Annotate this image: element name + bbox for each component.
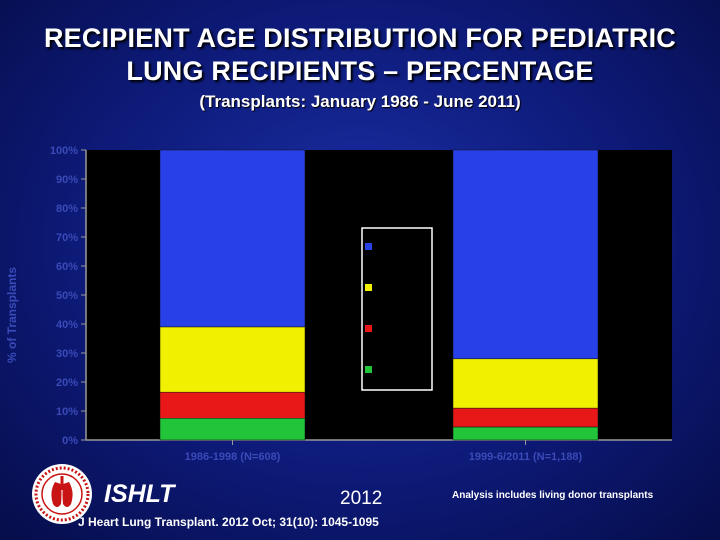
bar-segment (159, 391, 306, 419)
y-tick-label: 70% (56, 232, 78, 244)
legend-swatch (365, 284, 372, 291)
bar-segment (452, 407, 599, 428)
legend-swatch (365, 366, 372, 373)
bar-segment (159, 326, 306, 393)
y-tick-label: 60% (56, 261, 78, 273)
bar-segment (159, 418, 306, 441)
legend-swatch (365, 243, 372, 250)
y-axis-label: % of Transplants (5, 267, 19, 363)
y-tick-label: 90% (56, 174, 78, 186)
bar-segment (452, 426, 599, 441)
ishlt-logo-icon (32, 464, 92, 524)
y-tick-label: 0% (62, 435, 78, 447)
bar-segment (452, 149, 599, 360)
y-tick-label: 30% (56, 348, 78, 360)
y-tick-label: 100% (50, 145, 78, 157)
title-line-2: LUNG RECIPIENTS – PERCENTAGE (126, 56, 594, 86)
y-tick-label: 10% (56, 406, 78, 418)
legend-box (361, 227, 433, 391)
citation: J Heart Lung Transplant. 2012 Oct; 31(10… (78, 515, 379, 529)
report-year: 2012 (340, 488, 383, 509)
y-tick-label: 80% (56, 203, 78, 215)
analysis-note: Analysis includes living donor transplan… (452, 490, 654, 501)
ishlt-logo-text: ISHLT (104, 480, 175, 508)
y-tick-label: 40% (56, 319, 78, 331)
bar-segment (452, 358, 599, 409)
title-line-1: RECIPIENT AGE DISTRIBUTION FOR PEDIATRIC (43, 23, 677, 53)
bar-segment (159, 149, 306, 328)
x-tick-label: 1999-6/2011 (N=1,188) (469, 451, 583, 463)
page-title: RECIPIENT AGE DISTRIBUTION FOR PEDIATRIC… (0, 22, 720, 88)
page-subtitle: (Transplants: January 1986 - June 2011) (199, 92, 521, 111)
y-tick-label: 20% (56, 377, 78, 389)
y-tick-label: 50% (56, 290, 78, 302)
x-tick-label: 1986-1998 (N=608) (185, 451, 281, 463)
legend-swatch (365, 325, 372, 332)
